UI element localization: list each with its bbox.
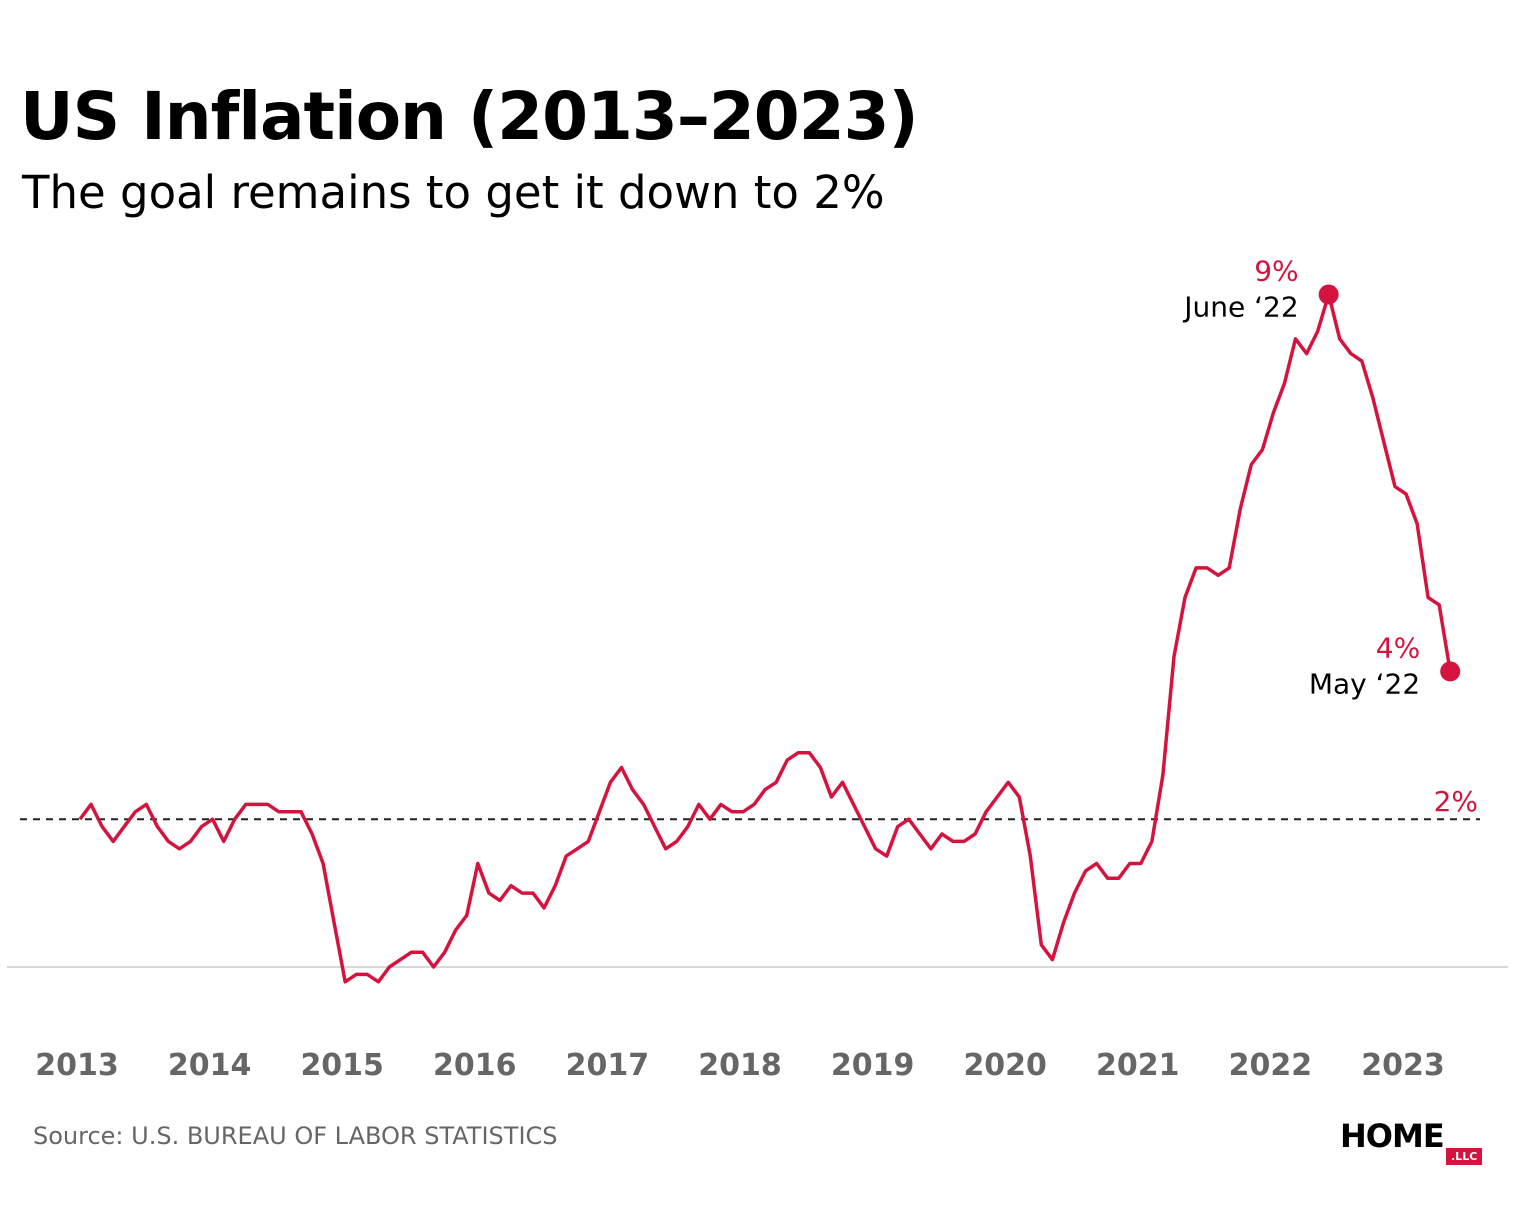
x-tick-label: 2019	[831, 1048, 915, 1083]
target-reference-label: 2%	[1434, 785, 1478, 818]
x-tick-label: 2013	[35, 1048, 119, 1083]
peak-value-label: 9%	[1254, 255, 1298, 288]
logo-main: HOME	[1340, 1117, 1445, 1155]
x-tick-label: 2015	[300, 1048, 384, 1083]
latest-date-label: May ‘22	[1309, 667, 1420, 700]
x-tick-label: 2016	[433, 1048, 517, 1083]
chart-title: US Inflation (2013–2023)	[20, 78, 919, 155]
x-tick-label: 2018	[698, 1048, 782, 1083]
source-note: Source: U.S. BUREAU OF LABOR STATISTICS	[33, 1122, 558, 1150]
logo-badge: .LLC	[1446, 1148, 1483, 1165]
chart-subtitle: The goal remains to get it down to 2%	[22, 166, 885, 219]
x-tick-label: 2022	[1229, 1048, 1313, 1083]
peak-date-label: June ‘22	[1182, 291, 1298, 324]
brand-logo: HOME .LLC	[1340, 1117, 1490, 1177]
x-tick-label: 2023	[1361, 1048, 1445, 1083]
peak-point	[1318, 284, 1339, 305]
x-tick-label: 2021	[1096, 1048, 1180, 1083]
x-tick-label: 2020	[963, 1048, 1047, 1083]
inflation-series-line	[78, 292, 1452, 984]
x-tick-label: 2014	[168, 1048, 252, 1083]
latest-value-label: 4%	[1376, 631, 1420, 664]
x-tick-label: 2017	[566, 1048, 650, 1083]
latest-point	[1440, 661, 1461, 682]
